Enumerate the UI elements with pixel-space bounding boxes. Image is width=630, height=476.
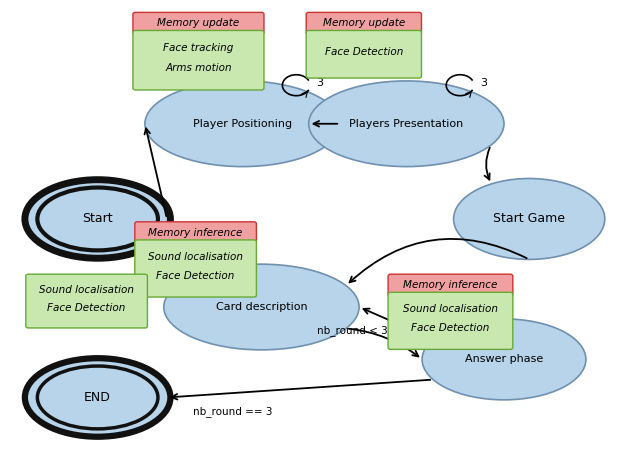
FancyBboxPatch shape <box>133 30 264 90</box>
FancyBboxPatch shape <box>26 274 147 328</box>
Text: Card description: Card description <box>215 302 307 312</box>
Text: Memory update: Memory update <box>158 18 239 29</box>
Ellipse shape <box>164 264 359 350</box>
Text: Players Presentation: Players Presentation <box>349 119 464 129</box>
FancyBboxPatch shape <box>306 12 421 34</box>
Text: END: END <box>84 391 111 404</box>
Text: Arms motion: Arms motion <box>165 63 232 73</box>
Text: nb_round == 3: nb_round == 3 <box>193 407 273 417</box>
Ellipse shape <box>145 81 340 167</box>
FancyBboxPatch shape <box>388 292 513 349</box>
Text: Sound localisation: Sound localisation <box>39 285 134 296</box>
Text: Face tracking: Face tracking <box>163 43 234 53</box>
Text: nb_round < 3: nb_round < 3 <box>318 326 388 336</box>
Text: 3: 3 <box>316 78 323 88</box>
Text: 3: 3 <box>480 78 487 88</box>
Ellipse shape <box>25 358 170 437</box>
Text: Face Detection: Face Detection <box>324 47 403 57</box>
Text: Sound localisation: Sound localisation <box>403 304 498 315</box>
Text: Answer phase: Answer phase <box>465 354 543 365</box>
FancyBboxPatch shape <box>306 30 421 78</box>
Ellipse shape <box>422 319 586 400</box>
Ellipse shape <box>454 178 605 259</box>
Text: Face Detection: Face Detection <box>47 303 126 313</box>
Text: Start: Start <box>83 212 113 226</box>
Text: Memory update: Memory update <box>323 18 405 29</box>
Text: Sound localisation: Sound localisation <box>148 252 243 262</box>
Text: Face Detection: Face Detection <box>411 323 490 334</box>
Ellipse shape <box>309 81 504 167</box>
Text: Memory inference: Memory inference <box>403 280 498 290</box>
FancyBboxPatch shape <box>135 222 256 244</box>
FancyBboxPatch shape <box>388 274 513 296</box>
Text: Start Game: Start Game <box>493 212 565 226</box>
FancyBboxPatch shape <box>135 240 256 297</box>
Ellipse shape <box>25 180 170 258</box>
Text: Memory inference: Memory inference <box>149 228 243 238</box>
FancyBboxPatch shape <box>133 12 264 34</box>
Text: Player Positioning: Player Positioning <box>193 119 292 129</box>
Text: Face Detection: Face Detection <box>156 271 235 281</box>
